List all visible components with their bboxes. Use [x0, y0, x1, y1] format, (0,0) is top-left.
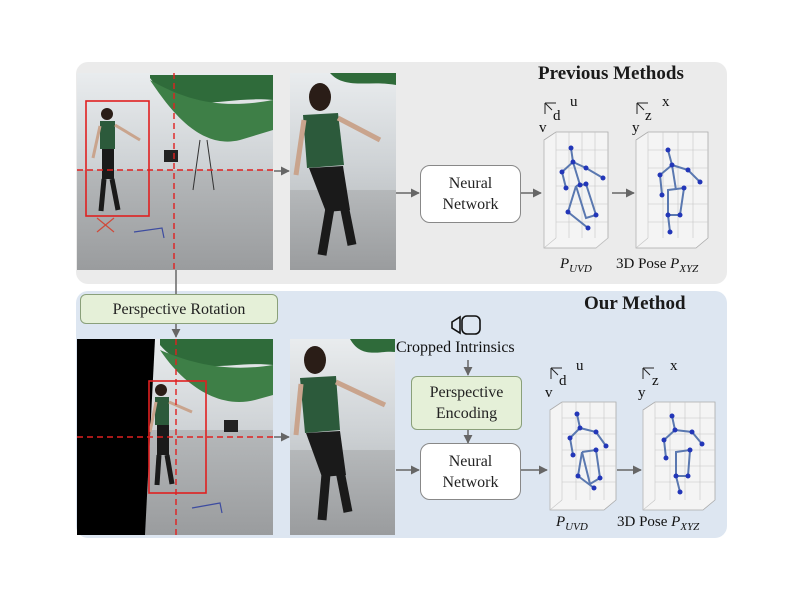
scene-photo-original	[77, 73, 273, 270]
axis-x-ours: x	[670, 358, 678, 374]
axis-v-previous: v	[539, 120, 547, 136]
axis-u-previous: u	[570, 94, 578, 110]
axis-d-previous: d	[553, 108, 561, 124]
pose-prefix-ours: 3D Pose	[617, 514, 672, 530]
p-uvd-sub-previous: UVD	[569, 263, 592, 275]
axis-glyphs	[544, 102, 654, 379]
p-uvd-sub-ours: UVD	[565, 521, 588, 533]
axis-y-ours: y	[638, 385, 646, 401]
previous-methods-title: Previous Methods	[538, 63, 684, 84]
pose-prefix-previous: 3D Pose	[616, 256, 671, 272]
pose-xyz-ours	[642, 401, 716, 511]
scene-photo-crop-previous	[290, 73, 396, 270]
p-xyz-base-ours: P	[671, 514, 681, 530]
perspective-rotation-label: Perspective Rotation	[112, 300, 246, 318]
label-p-uvd-previous: PUVD	[560, 256, 592, 275]
p-xyz-sub-previous: XYZ	[679, 263, 699, 275]
p-uvd-base-previous: P	[560, 256, 570, 272]
encoding-line1: Perspective	[429, 384, 504, 401]
label-p-uvd-ours: PUVD	[556, 514, 588, 533]
pose-uvd-previous	[543, 131, 609, 249]
axis-z-ours: z	[652, 373, 659, 389]
axis-v-ours: v	[545, 385, 553, 401]
neural-network-box-previous: Neural Network	[420, 165, 521, 223]
cropped-intrinsics-label: Cropped Intrinsics	[396, 339, 515, 356]
scene-photo-crop-ours	[290, 339, 395, 535]
our-method-title: Our Method	[584, 293, 686, 314]
perspective-encoding-box: Perspective Encoding	[411, 376, 522, 430]
neural-network-box-ours: Neural Network	[420, 443, 521, 500]
flow-arrows	[171, 166, 642, 475]
pose-uvd-ours	[549, 401, 617, 511]
axis-x-previous: x	[662, 94, 670, 110]
encoding-line2: Encoding	[435, 405, 498, 422]
p-xyz-base-previous: P	[670, 256, 680, 272]
pose-xyz-previous	[635, 131, 709, 249]
p-uvd-base-ours: P	[556, 514, 566, 530]
axis-u-ours: u	[576, 358, 584, 374]
label-p-xyz-previous: 3D Pose PXYZ	[616, 256, 698, 275]
axis-y-previous: y	[632, 120, 640, 136]
p-xyz-sub-ours: XYZ	[680, 521, 700, 533]
label-p-xyz-ours: 3D Pose PXYZ	[617, 514, 699, 533]
network-line2-previous: Network	[442, 196, 499, 213]
network-line2-ours: Network	[442, 473, 499, 491]
axis-d-ours: d	[559, 373, 567, 389]
perspective-rotation-box: Perspective Rotation	[80, 294, 278, 324]
scene-photo-rotated	[77, 339, 273, 535]
network-line1-previous: Neural	[448, 175, 493, 192]
camera-icon	[451, 315, 481, 335]
axis-z-previous: z	[645, 108, 652, 124]
network-line1-ours: Neural	[448, 452, 493, 470]
